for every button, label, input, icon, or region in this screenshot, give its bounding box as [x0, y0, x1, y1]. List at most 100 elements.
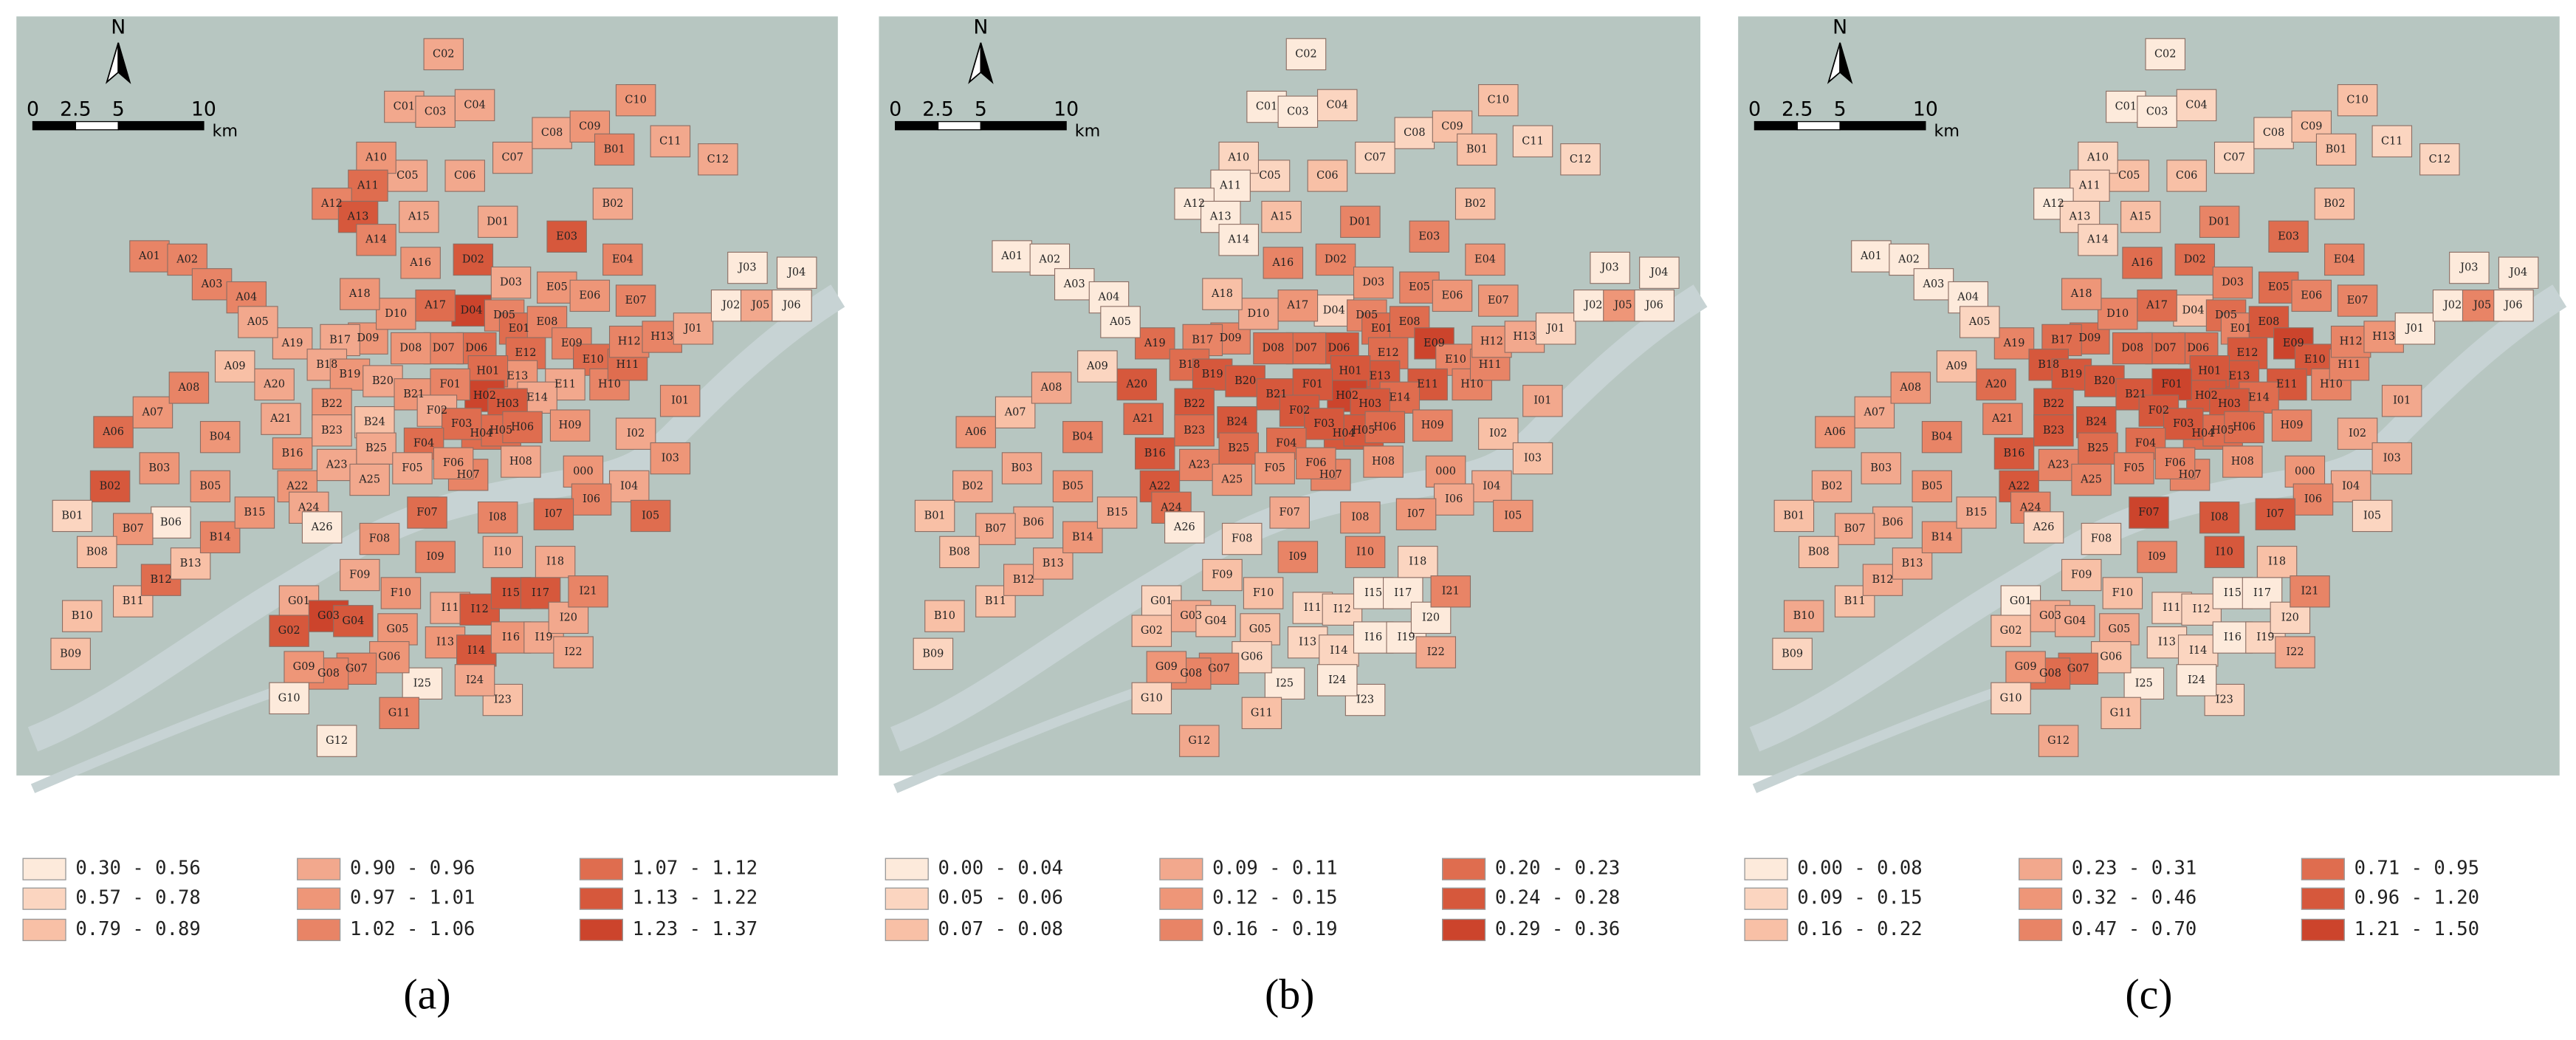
district	[2078, 224, 2118, 256]
district-label: B02	[1821, 480, 1843, 492]
district-label: B01	[924, 510, 946, 521]
district-label: A17	[2146, 300, 2168, 312]
district-label: A19	[281, 338, 303, 349]
district	[2337, 284, 2378, 317]
district-label: I11	[1304, 602, 1322, 614]
district	[377, 613, 418, 646]
district	[312, 414, 352, 447]
district-label: B22	[2043, 398, 2064, 410]
legend-swatch	[2301, 887, 2345, 910]
district	[1398, 546, 1438, 578]
district-label: B01	[1783, 510, 1804, 521]
district-label: D09	[2078, 332, 2101, 344]
district-label: B09	[1782, 648, 1803, 660]
district	[1344, 536, 1386, 569]
district-label: F10	[1253, 587, 1274, 599]
district-label: A22	[1149, 480, 1171, 492]
district-label: B02	[1465, 198, 1486, 210]
district	[2199, 205, 2240, 238]
district	[2394, 312, 2436, 345]
district-label: I21	[580, 586, 597, 598]
district	[1195, 605, 1236, 637]
district-label: D08	[399, 343, 422, 355]
district-label: B17	[329, 334, 351, 346]
district-label: C02	[1295, 48, 1316, 60]
district-label: A03	[201, 278, 223, 290]
district-label: C03	[1287, 106, 1308, 117]
district	[2166, 160, 2207, 192]
district	[214, 350, 255, 383]
district-label: A23	[326, 459, 348, 471]
district	[477, 205, 518, 238]
district-label: A24	[1160, 502, 1182, 513]
district-label: J01	[1545, 323, 1565, 335]
legend-label: 1.23 - 1.37	[633, 918, 758, 940]
district-label: D04	[2182, 304, 2205, 316]
district-label: F03	[451, 418, 472, 430]
district-label: H05	[2211, 425, 2234, 437]
district-label: A20	[1125, 378, 1147, 390]
district-label: E13	[1370, 370, 1391, 382]
district	[1522, 385, 1563, 417]
district-label: I24	[466, 674, 484, 686]
district-label: G12	[1188, 735, 1210, 747]
district	[2290, 575, 2330, 608]
scale-tick-label: 2.5	[922, 98, 953, 121]
district	[1512, 125, 1553, 157]
district-label: A15	[1270, 211, 1292, 223]
district-label: C05	[396, 170, 418, 182]
district	[1322, 593, 1363, 626]
district-label: I16	[1364, 632, 1382, 643]
legend-swatch	[297, 887, 341, 910]
district	[1340, 501, 1381, 534]
district-label: B18	[316, 359, 337, 371]
district	[1261, 200, 1302, 233]
district-label: G05	[2108, 623, 2130, 635]
district-label: F05	[402, 462, 422, 474]
district-label: C10	[2346, 95, 2368, 106]
scale-tick-label: 0	[27, 98, 39, 121]
north-arrow	[980, 42, 994, 84]
district-label: C07	[502, 152, 523, 164]
district	[502, 411, 543, 444]
district-label: C10	[625, 95, 646, 106]
legend-swatch	[885, 887, 929, 910]
district-label: I19	[1398, 632, 1415, 643]
district	[1912, 470, 1953, 503]
district-label: A11	[1219, 179, 1241, 191]
district-label: I25	[413, 677, 431, 689]
district-label: B24	[1226, 417, 1248, 428]
district-label: E04	[2334, 253, 2355, 265]
district-label: F09	[2071, 569, 2092, 581]
district-label: C02	[2154, 48, 2176, 60]
district	[2081, 522, 2122, 555]
district-label: C12	[707, 154, 729, 165]
district	[1991, 682, 2031, 715]
district-label: I22	[2286, 646, 2304, 658]
district	[2038, 725, 2079, 757]
district	[2023, 511, 2064, 544]
district	[2381, 385, 2422, 417]
district-label: B19	[1202, 369, 1223, 380]
district	[2176, 89, 2217, 122]
district-label: A23	[2047, 459, 2070, 471]
district-label: C09	[2301, 120, 2322, 132]
district	[1135, 327, 1175, 360]
district	[453, 243, 494, 276]
district-label: C05	[2118, 170, 2140, 182]
district-label: I09	[427, 551, 444, 563]
scale-unit: km	[213, 121, 238, 140]
district-label: A25	[1220, 474, 1243, 486]
district-label: H02	[473, 390, 496, 402]
district-label: A09	[1086, 360, 1108, 372]
district	[1872, 506, 1913, 539]
district-label: H13	[1513, 331, 1536, 343]
district-label: D01	[1349, 216, 1371, 228]
district	[333, 605, 374, 637]
district-label: J05	[750, 300, 769, 312]
district	[563, 455, 604, 488]
district-label: B22	[1184, 398, 1205, 410]
district	[1254, 452, 1295, 485]
district-label: I20	[1422, 612, 1440, 623]
district-label: A01	[1000, 250, 1023, 262]
